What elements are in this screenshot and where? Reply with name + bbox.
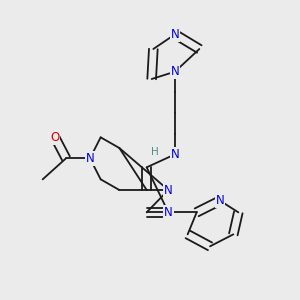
Text: N: N bbox=[216, 194, 224, 207]
Text: O: O bbox=[50, 131, 60, 144]
Text: N: N bbox=[164, 184, 173, 196]
Text: N: N bbox=[164, 206, 173, 219]
Text: N: N bbox=[171, 28, 179, 41]
Text: H: H bbox=[151, 147, 159, 157]
Text: N: N bbox=[171, 65, 179, 78]
Text: N: N bbox=[171, 148, 179, 161]
Text: N: N bbox=[85, 152, 94, 165]
